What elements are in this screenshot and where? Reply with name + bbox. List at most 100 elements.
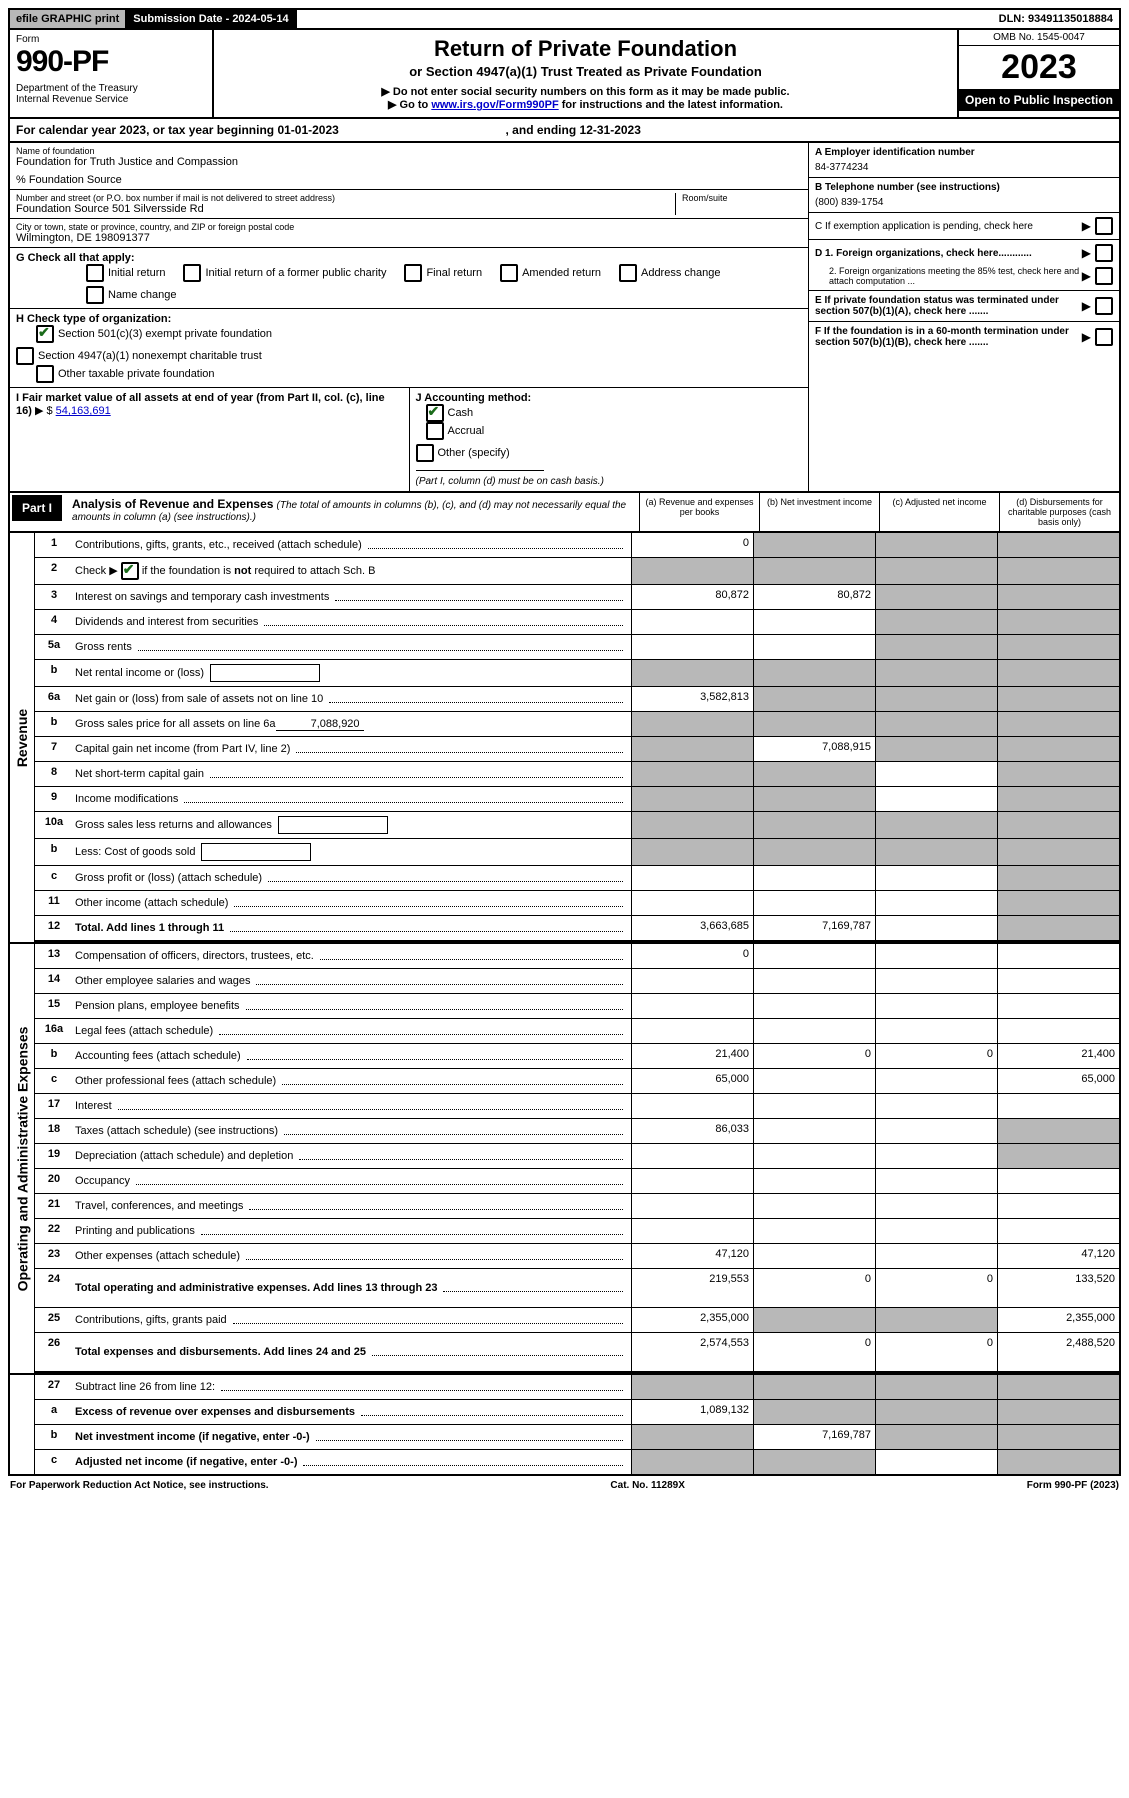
instructions-link[interactable]: www.irs.gov/Form990PF <box>431 99 558 111</box>
table-row: 15Pension plans, employee benefits <box>35 994 1119 1019</box>
omb-number: OMB No. 1545-0047 <box>959 30 1119 46</box>
checkbox-accrual[interactable] <box>426 422 444 440</box>
line-number: 17 <box>35 1094 73 1118</box>
line-number: 1 <box>35 533 73 557</box>
checkbox-initial-former[interactable] <box>183 264 201 282</box>
checkbox-f[interactable] <box>1095 328 1113 346</box>
checkbox-4947[interactable] <box>16 347 34 365</box>
amount-cell <box>875 994 997 1018</box>
line-number: c <box>35 866 73 890</box>
checkbox-c[interactable] <box>1095 217 1113 235</box>
entity-block: Name of foundation Foundation for Truth … <box>8 143 1121 493</box>
checkbox-other-taxable[interactable] <box>36 365 54 383</box>
section-h: H Check type of organization: Section 50… <box>10 309 808 388</box>
amount-cell <box>875 533 997 557</box>
amount-cell <box>631 1219 753 1243</box>
table-row: 2Check ▶ if the foundation is not requir… <box>35 558 1119 585</box>
checkbox-other-method[interactable] <box>416 444 434 462</box>
line-description: Pension plans, employee benefits <box>73 994 631 1018</box>
line-number: 6a <box>35 687 73 711</box>
col-c-head: (c) Adjusted net income <box>879 493 999 531</box>
tax-year: 2023 <box>959 46 1119 89</box>
amount-cell <box>753 1219 875 1243</box>
form-header: Form 990-PF Department of the Treasury I… <box>8 30 1121 119</box>
table-row: 20Occupancy <box>35 1169 1119 1194</box>
checkbox-amended[interactable] <box>500 264 518 282</box>
amount-cell <box>753 1450 875 1474</box>
checkbox-name-change[interactable] <box>86 286 104 304</box>
amount-cell <box>753 1094 875 1118</box>
checkbox-501c3[interactable] <box>36 325 54 343</box>
amount-cell <box>997 1375 1119 1399</box>
table-row: 3Interest on savings and temporary cash … <box>35 585 1119 610</box>
amount-cell <box>631 812 753 838</box>
line-number: c <box>35 1069 73 1093</box>
amount-cell <box>875 891 997 915</box>
checkbox-sch-b[interactable] <box>121 562 139 580</box>
line-number: 9 <box>35 787 73 811</box>
amount-cell <box>753 1169 875 1193</box>
amount-cell <box>753 994 875 1018</box>
expenses-section: Operating and Administrative Expenses 13… <box>8 944 1121 1375</box>
table-row: 9Income modifications <box>35 787 1119 812</box>
amount-cell <box>875 1450 997 1474</box>
amount-cell: 80,872 <box>631 585 753 609</box>
table-row: cAdjusted net income (if negative, enter… <box>35 1450 1119 1474</box>
line-description: Interest <box>73 1094 631 1118</box>
inspection-label: Open to Public Inspection <box>959 89 1119 111</box>
amount-cell <box>753 660 875 686</box>
amount-cell <box>875 1069 997 1093</box>
checkbox-d1[interactable] <box>1095 244 1113 262</box>
table-row: 7Capital gain net income (from Part IV, … <box>35 737 1119 762</box>
checkbox-e[interactable] <box>1095 297 1113 315</box>
amount-cell <box>753 1069 875 1093</box>
amount-cell <box>753 866 875 890</box>
amount-cell <box>753 558 875 584</box>
line-description: Compensation of officers, directors, tru… <box>73 944 631 968</box>
amount-cell: 219,553 <box>631 1269 753 1307</box>
line-description: Check ▶ if the foundation is not require… <box>73 558 631 584</box>
amount-cell <box>875 1400 997 1424</box>
note-2: ▶ Go to www.irs.gov/Form990PF for instru… <box>224 98 947 111</box>
line-description: Other professional fees (attach schedule… <box>73 1069 631 1093</box>
checkbox-initial[interactable] <box>86 264 104 282</box>
amount-cell <box>997 635 1119 659</box>
checkbox-final[interactable] <box>404 264 422 282</box>
amount-cell <box>631 1144 753 1168</box>
form-subtitle: or Section 4947(a)(1) Trust Treated as P… <box>224 64 947 79</box>
line-number: 19 <box>35 1144 73 1168</box>
checkbox-d2[interactable] <box>1095 267 1113 285</box>
amount-cell <box>997 558 1119 584</box>
part1-header: Part I Analysis of Revenue and Expenses … <box>8 493 1121 533</box>
line-description: Depreciation (attach schedule) and deple… <box>73 1144 631 1168</box>
amount-cell <box>753 1375 875 1399</box>
form-title: Return of Private Foundation <box>224 36 947 62</box>
amount-cell <box>631 1094 753 1118</box>
amount-cell <box>997 762 1119 786</box>
line-description: Adjusted net income (if negative, enter … <box>73 1450 631 1474</box>
line-number: 12 <box>35 916 73 940</box>
line-description: Other employee salaries and wages <box>73 969 631 993</box>
line-number: c <box>35 1450 73 1474</box>
line-description: Gross sales price for all assets on line… <box>73 712 631 736</box>
line-description: Subtract line 26 from line 12: <box>73 1375 631 1399</box>
line-description: Dividends and interest from securities <box>73 610 631 634</box>
amount-cell: 0 <box>631 944 753 968</box>
table-row: 25Contributions, gifts, grants paid2,355… <box>35 1308 1119 1333</box>
checkbox-addr-change[interactable] <box>619 264 637 282</box>
amount-cell <box>997 610 1119 634</box>
line-number: 24 <box>35 1269 73 1307</box>
fmv-link[interactable]: 54,163,691 <box>56 405 111 417</box>
table-row: 18Taxes (attach schedule) (see instructi… <box>35 1119 1119 1144</box>
amount-cell <box>875 1219 997 1243</box>
amount-cell <box>997 1425 1119 1449</box>
checkbox-cash[interactable] <box>426 404 444 422</box>
line-description: Total operating and administrative expen… <box>73 1269 631 1307</box>
amount-cell <box>997 712 1119 736</box>
amount-cell <box>997 1194 1119 1218</box>
amount-cell <box>875 916 997 940</box>
table-row: 10aGross sales less returns and allowanc… <box>35 812 1119 839</box>
line-description: Interest on savings and temporary cash i… <box>73 585 631 609</box>
col-b-head: (b) Net investment income <box>759 493 879 531</box>
phone-value: (800) 839-1754 <box>815 197 1113 208</box>
